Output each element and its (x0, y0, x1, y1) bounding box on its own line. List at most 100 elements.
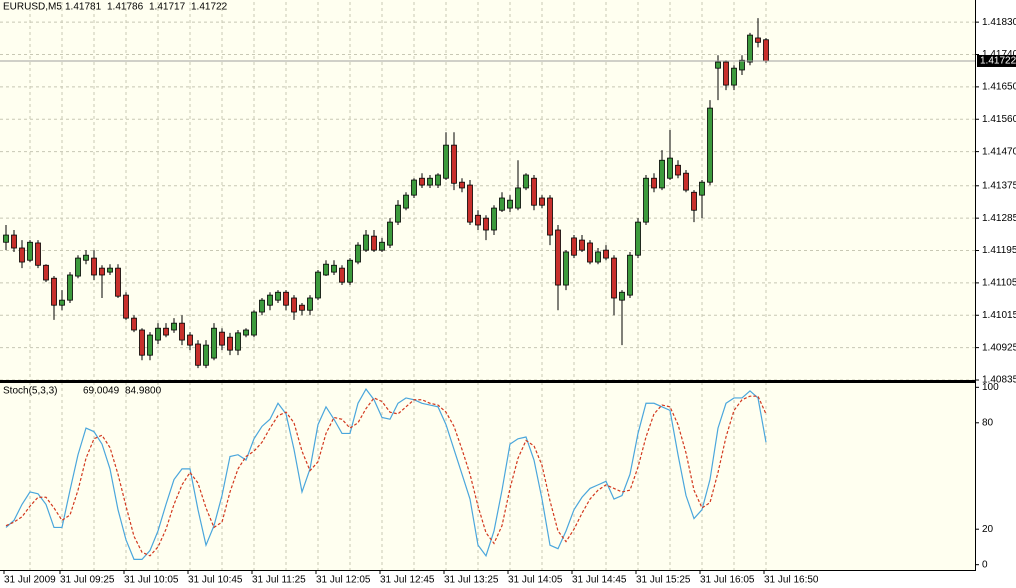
candle-body (603, 249, 609, 259)
candle-body (723, 61, 729, 86)
y-tick-label: 1.41830 (982, 17, 1016, 28)
x-tick-label: 31 Jul 2009 (4, 575, 56, 586)
candle-body (203, 344, 209, 366)
candle-body (699, 181, 705, 196)
candle-body (683, 172, 689, 191)
x-tick-label: 31 Jul 12:05 (316, 575, 371, 586)
candle-body (523, 174, 529, 189)
candle-body (595, 251, 601, 263)
x-tick-label: 31 Jul 11:25 (252, 575, 306, 586)
candle-body (147, 334, 153, 356)
y-tick-label: 0 (982, 559, 988, 570)
candle-body (643, 177, 649, 223)
candle-body (387, 221, 393, 246)
candle-body (555, 229, 561, 286)
x-tick-label: 31 Jul 15:25 (636, 575, 691, 586)
y-tick-label: 1.41105 (982, 278, 1016, 289)
candle-body (707, 107, 713, 183)
candle-body (747, 34, 753, 63)
x-tick-label: 31 Jul 16:05 (700, 575, 755, 586)
current-price-label: 1.41722 (980, 56, 1016, 67)
y-tick-label: 1.41560 (982, 114, 1016, 125)
ohlc-readout: 1.41786 (107, 2, 144, 13)
candle-body (731, 67, 737, 86)
y-tick-label: 1.41740 (982, 49, 1016, 60)
candle-body (467, 184, 473, 223)
candle-body (451, 144, 457, 184)
x-tick-label: 31 Jul 14:45 (572, 575, 627, 586)
candle-body (171, 322, 177, 331)
x-tick-label: 31 Jul 12:45 (380, 575, 435, 586)
candle-body (227, 336, 233, 351)
panel-separator (0, 380, 976, 383)
marks (0, 18, 975, 560)
candle-body (379, 241, 385, 251)
candle-body (339, 267, 345, 283)
candle-body (27, 241, 33, 261)
candle-body (715, 61, 721, 69)
candle-body (307, 297, 313, 311)
candle-body (483, 217, 489, 231)
candle-body (291, 297, 297, 313)
candle-body (691, 191, 697, 211)
candle-body (283, 291, 289, 306)
ohlc-readout: 1.41722 (191, 2, 228, 13)
y-tick-label: 1.41375 (982, 180, 1016, 191)
candle-body (651, 177, 657, 189)
candle-body (75, 257, 81, 277)
candle-body (259, 299, 265, 313)
candle-body (235, 332, 241, 351)
candle-body (411, 179, 417, 196)
candle-body (299, 304, 305, 311)
ohlc-readout: 1.41781 (65, 2, 102, 13)
candle-body (667, 157, 673, 179)
candle-body (19, 247, 25, 263)
y-tick-label: 1.41470 (982, 146, 1016, 157)
current-price-box (977, 54, 1016, 67)
candle-body (531, 177, 537, 206)
candle-body (475, 214, 481, 226)
y-tick-label: 1.41015 (982, 310, 1016, 321)
candle-body (179, 322, 185, 341)
candle-body (123, 294, 129, 319)
candle-body (659, 159, 665, 189)
candle-body (347, 259, 353, 283)
indicator-line (5, 387, 767, 560)
candle-body (515, 187, 521, 209)
candle-body (155, 327, 161, 341)
candle-body (571, 237, 577, 256)
candle-body (579, 239, 585, 251)
candle-body (275, 291, 281, 301)
y-tick-label: 80 (982, 417, 994, 428)
candle-body (427, 177, 433, 186)
candle-body (395, 204, 401, 223)
candle-body (91, 257, 97, 276)
y-tick-label: 1.40835 (982, 375, 1016, 386)
candle-body (195, 343, 201, 366)
y-tick-label: 1.41650 (982, 82, 1016, 93)
candle-body (675, 164, 681, 176)
candle-body (315, 271, 321, 299)
candle-body (115, 267, 121, 297)
candle-body (139, 329, 145, 356)
candle-body (547, 197, 553, 236)
candle-body (619, 291, 625, 301)
candle-body (459, 181, 465, 189)
candle-body (35, 242, 41, 266)
y-tick-label: 1.40925 (982, 342, 1016, 353)
candle-body (163, 327, 169, 336)
candle-body (131, 317, 137, 331)
candle-body (435, 174, 441, 186)
candle-body (499, 197, 505, 211)
x-tick-label: 31 Jul 10:05 (124, 575, 179, 586)
chart-title: EURUSD,M5 (3, 2, 62, 13)
indicator-panel (0, 383, 975, 570)
x-tick-label: 31 Jul 13:25 (444, 575, 499, 586)
indicator-readout: 84.9800 (125, 386, 162, 397)
y-tick-label: 100 (982, 382, 999, 393)
x-tick-label: 31 Jul 14:05 (508, 575, 563, 586)
price-panel (0, 0, 975, 380)
candle-body (43, 264, 49, 281)
candle-body (611, 257, 617, 299)
